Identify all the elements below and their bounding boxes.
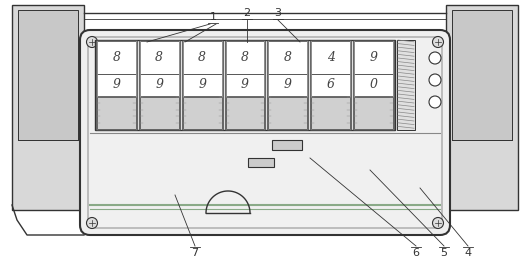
Circle shape	[429, 52, 441, 64]
Bar	[96, 40, 137, 130]
Text: 9: 9	[198, 78, 206, 92]
Text: 1: 1	[209, 12, 216, 22]
Bar	[268, 41, 307, 74]
Circle shape	[86, 37, 98, 48]
Bar	[183, 41, 222, 74]
Bar	[139, 40, 180, 130]
Bar	[272, 140, 302, 150]
Bar	[446, 5, 518, 210]
Bar	[225, 40, 266, 130]
Bar	[311, 41, 350, 74]
Text: 3: 3	[275, 8, 281, 18]
Circle shape	[429, 74, 441, 86]
Bar	[97, 74, 136, 96]
Bar	[140, 41, 179, 74]
Circle shape	[86, 218, 98, 229]
Text: 7: 7	[191, 248, 199, 258]
Bar	[397, 40, 415, 130]
Bar	[183, 97, 222, 129]
Bar	[310, 40, 351, 130]
Bar	[12, 5, 84, 210]
Bar	[97, 97, 136, 129]
Bar	[226, 41, 264, 74]
Bar	[268, 74, 307, 96]
Text: 4: 4	[464, 248, 472, 258]
Bar	[354, 41, 393, 74]
Text: 9: 9	[369, 51, 377, 64]
Bar	[18, 10, 78, 140]
Bar	[268, 40, 308, 130]
FancyBboxPatch shape	[80, 30, 450, 235]
Text: 6: 6	[326, 78, 335, 92]
Text: 2: 2	[243, 8, 251, 18]
Bar	[311, 97, 350, 129]
Bar	[97, 41, 136, 74]
Circle shape	[432, 218, 444, 229]
Text: 8: 8	[284, 51, 292, 64]
Text: 9: 9	[155, 78, 163, 92]
Bar	[182, 40, 223, 130]
Bar	[268, 97, 307, 129]
Bar	[248, 158, 274, 167]
Text: 8: 8	[241, 51, 249, 64]
Text: 9: 9	[112, 78, 120, 92]
Bar	[311, 74, 350, 96]
Bar	[452, 10, 512, 140]
Bar	[354, 74, 393, 96]
Text: 8: 8	[198, 51, 206, 64]
Bar	[183, 74, 222, 96]
Circle shape	[432, 37, 444, 48]
Bar	[226, 97, 264, 129]
Text: 9: 9	[241, 78, 249, 92]
Text: 8: 8	[112, 51, 120, 64]
Bar	[353, 40, 394, 130]
Bar	[140, 74, 179, 96]
Text: 5: 5	[440, 248, 447, 258]
Bar	[226, 74, 264, 96]
Bar	[95, 40, 395, 130]
Bar	[354, 97, 393, 129]
Text: 6: 6	[412, 248, 420, 258]
Text: 4: 4	[326, 51, 335, 64]
Circle shape	[429, 96, 441, 108]
Text: 8: 8	[155, 51, 163, 64]
Bar	[140, 97, 179, 129]
Text: 0: 0	[369, 78, 377, 92]
Text: 9: 9	[284, 78, 292, 92]
